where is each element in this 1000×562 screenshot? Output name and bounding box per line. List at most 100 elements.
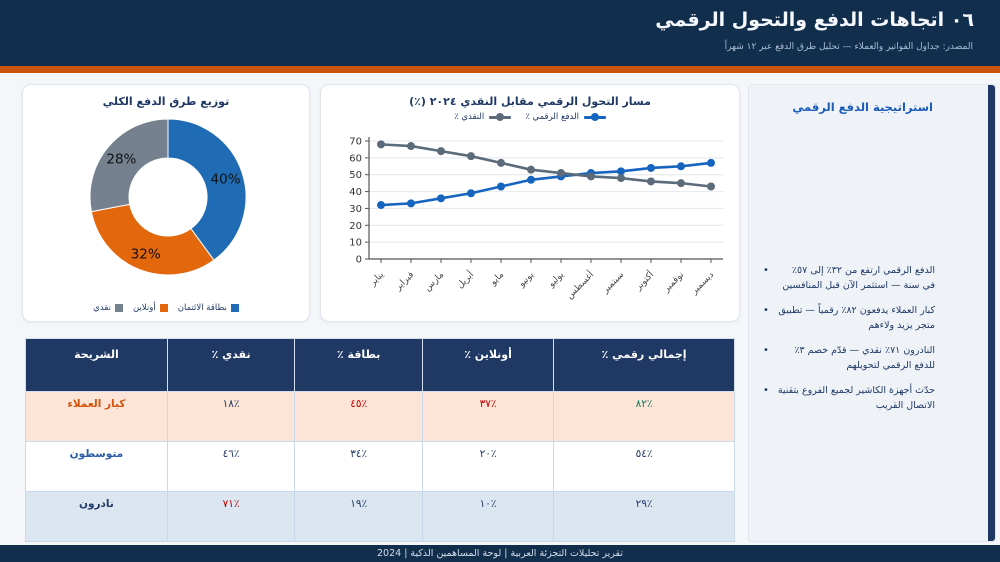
bullet-dot-icon: • [763, 265, 769, 276]
data-point-marker [467, 152, 475, 161]
x-axis-month-label: مايو [488, 270, 506, 288]
y-axis-tick-label: 10 [349, 238, 362, 249]
bullet-dot-icon: • [763, 345, 769, 356]
segment-value-cell: ١٩٪ [294, 491, 424, 542]
page-title: ٠٦ اتجاهات الدفع والتحول الرقمي [655, 9, 974, 31]
data-point-marker [437, 147, 445, 156]
chart-legend-item: الدفع الرقمي ٪ [525, 112, 606, 122]
y-axis-tick-label: 0 [356, 255, 362, 266]
donut-segment-label: 40% [211, 171, 241, 187]
y-axis-tick-label: 50 [349, 170, 362, 181]
data-point-marker [617, 174, 625, 183]
donut-segment-label: 32% [131, 246, 161, 262]
legend-label: بطاقة الائتمان [177, 303, 227, 313]
donut-legend-item: بطاقة الائتمان [178, 303, 239, 313]
line-series [380, 143, 712, 188]
page-subtitle: المصدر: جداول الفواتير والعملاء — تحليل … [724, 42, 973, 52]
data-point-marker [617, 167, 625, 176]
page-header: ٠٦ اتجاهات الدفع والتحول الرقمي المصدر: … [0, 0, 1000, 66]
donut-chart-card: توزيع طرق الدفع الكلي 40% 32% 28% بطاقة ال… [22, 84, 310, 322]
sidebar-bullet: • حدّث أجهزة الكاشير لجميع الفروع بتقنية … [763, 383, 935, 413]
sidebar-bullet: • كبار العملاء يدفعون ٨٢٪ رقمياً — تطبيق … [763, 303, 935, 333]
sidebar-bullet-list: • الدفع الرقمي ارتفع من ٣٢٪ إلى ٥٧٪ في سن… [763, 263, 935, 423]
data-point-marker [647, 177, 655, 186]
y-axis-tick-label: 20 [349, 221, 362, 232]
line-chart-legend: الدفع الرقمي ٪ النقدي ٪ [321, 112, 739, 122]
segment-value-cell: ٣٤٪ [294, 441, 424, 492]
segment-name-cell: متوسطون [25, 441, 168, 492]
segments-table: الشريحة نقدي ٪ بطاقة ٪ أونلاين ٪ إجمالي رقمي… [25, 338, 735, 542]
x-axis-month-label: أغسطس [564, 269, 597, 302]
data-point-marker [467, 189, 475, 198]
legend-swatch-icon [159, 304, 168, 312]
bullet-dot-icon: • [763, 305, 769, 316]
segment-value-cell: ٧١٪ [166, 491, 296, 542]
data-point-marker [527, 175, 535, 184]
sidebar-bullet: • النادرون ٧١٪ نقدي — قدّم خصم ٣٪ للدفع ا… [763, 343, 935, 373]
sidebar-bullet: • الدفع الرقمي ارتفع من ٣٢٪ إلى ٥٧٪ في سن… [763, 263, 935, 293]
line-chart-card: مسار التحول الرقمي مقابل النقدي ٢٠٢٤ (٪)… [320, 84, 740, 322]
bullet-text: النادرون ٧١٪ نقدي — قدّم خصم ٣٪ للدفع ال… [794, 345, 935, 371]
table-header-cell: نقدي ٪ [166, 338, 296, 392]
segment-value-cell: ٣٧٪ [422, 391, 555, 442]
x-axis-month-label: أكتوبر [632, 269, 656, 293]
y-axis-tick-label: 70 [349, 137, 362, 148]
donut-chart-title: توزيع طرق الدفع الكلي [102, 95, 230, 108]
segments-table-wrap: الشريحة نقدي ٪ بطاقة ٪ أونلاين ٪ إجمالي رقمي… [25, 338, 735, 542]
segment-value-cell: ١٠٪ [422, 491, 555, 542]
accent-divider [0, 66, 1000, 73]
legend-swatch-icon [230, 304, 239, 312]
page-footer: تقرير تحليلات التجزئة العربية | لوحة الم… [0, 545, 1000, 562]
x-axis-month-label: أبريل [454, 269, 476, 291]
table-row: نادرون ٧١٪ ١٩٪ ١٠٪ ٢٩٪ [25, 491, 735, 542]
y-axis-tick-label: 40 [349, 187, 362, 198]
strategy-sidebar: استراتيجية الدفع الرقمي • الدفع الرقمي ار… [748, 84, 996, 542]
legend-swatch-icon [114, 304, 123, 312]
table-row: متوسطون ٤٦٪ ٣٤٪ ٢٠٪ ٥٤٪ [25, 441, 735, 492]
data-point-marker [527, 165, 535, 174]
data-point-marker [407, 199, 415, 208]
segment-value-cell: ٨٢٪ [553, 391, 735, 442]
donut-chart: 40% 32% 28% [89, 118, 247, 276]
y-axis-tick-label: 30 [349, 204, 362, 215]
segment-name-cell: كبار العملاء [25, 391, 168, 442]
data-point-marker [437, 194, 445, 203]
data-point-marker [677, 179, 685, 188]
data-point-marker [377, 201, 385, 210]
line-chart-title: مسار التحول الرقمي مقابل النقدي ٢٠٢٤ (٪) [409, 95, 651, 108]
table-header-cell: إجمالي رقمي ٪ [553, 338, 735, 392]
segment-value-cell: ٤٦٪ [166, 441, 296, 492]
bullet-dot-icon: • [763, 385, 769, 396]
donut-segment [167, 118, 247, 261]
donut-segment [89, 118, 169, 213]
data-point-marker [497, 182, 505, 191]
segment-value-cell: ٢٩٪ [553, 491, 735, 542]
y-axis-tick-label: 60 [349, 153, 362, 164]
x-axis-month-label: يناير [367, 270, 386, 289]
legend-label: الدفع الرقمي ٪ [525, 112, 579, 122]
x-axis-month-label: سبتمبر [600, 270, 626, 296]
chart-legend-item: النقدي ٪ [454, 112, 512, 122]
line-chart: 0 10 20 30 40 50 60 70 يناير فبراير مارس أبريل مايو ي… [349, 137, 723, 302]
sidebar-title: استراتيجية الدفع الرقمي [792, 100, 933, 114]
legend-label: نقدي [93, 303, 111, 313]
legend-line-marker-icon [583, 113, 606, 121]
x-axis-month-label: يونيو [516, 270, 536, 290]
segment-value-cell: ٥٤٪ [553, 441, 735, 492]
data-point-marker [587, 172, 595, 181]
data-point-marker [677, 162, 685, 171]
x-axis-month-label: ديسمبر [689, 270, 716, 297]
data-point-marker [407, 142, 415, 151]
donut-segment [90, 203, 215, 276]
line-series [380, 161, 712, 207]
sidebar-accent-bar [988, 85, 995, 541]
bullet-text: حدّث أجهزة الكاشير لجميع الفروع بتقنية ا… [777, 385, 935, 411]
bullet-text: كبار العملاء يدفعون ٨٢٪ رقمياً — تطبيق م… [778, 305, 935, 331]
donut-legend: بطاقة الائتمان أونلاين نقدي [23, 303, 309, 313]
data-point-marker [557, 169, 565, 178]
segment-value-cell: ٢٠٪ [422, 441, 555, 492]
table-row: كبار العملاء ١٨٪ ٤٥٪ ٣٧٪ ٨٢٪ [25, 391, 735, 442]
table-header-cell: أونلاين ٪ [422, 338, 555, 392]
legend-line-marker-icon [489, 113, 512, 121]
x-axis-month-label: يوليو [546, 270, 566, 290]
